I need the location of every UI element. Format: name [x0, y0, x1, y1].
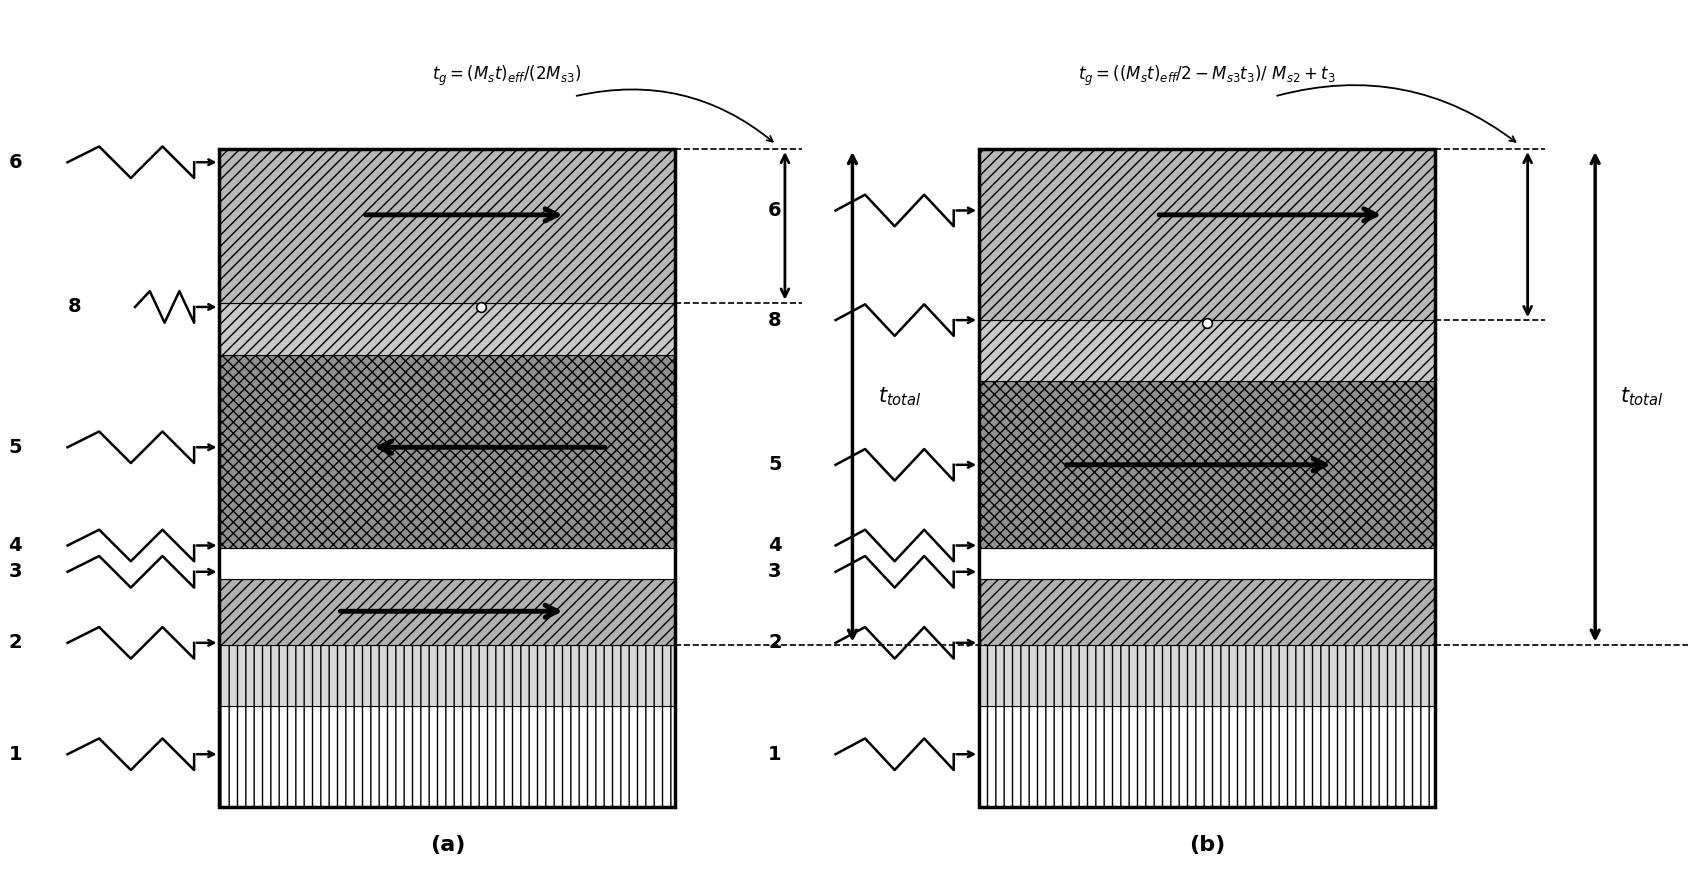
- Text: 5: 5: [8, 438, 22, 457]
- Text: (b): (b): [1188, 835, 1225, 855]
- Text: 6: 6: [768, 201, 782, 220]
- Text: 3: 3: [768, 562, 782, 581]
- Text: 5: 5: [768, 455, 782, 474]
- Text: 4: 4: [768, 536, 782, 555]
- Text: 1: 1: [8, 745, 22, 764]
- Text: 6: 6: [8, 153, 22, 172]
- Bar: [979, 579, 1435, 645]
- Bar: [219, 149, 675, 807]
- Text: 2: 2: [768, 633, 782, 652]
- Text: 1: 1: [768, 745, 782, 764]
- Text: 4: 4: [8, 536, 22, 555]
- Bar: [219, 645, 675, 706]
- Bar: [979, 149, 1435, 807]
- Text: 3: 3: [8, 562, 22, 581]
- Text: (a): (a): [430, 835, 464, 855]
- Text: 8: 8: [68, 297, 81, 317]
- Bar: [219, 579, 675, 645]
- Text: $t_g=(M_st)_{eff}/(2M_{s3})$: $t_g=(M_st)_{eff}/(2M_{s3})$: [432, 63, 581, 88]
- Bar: [979, 548, 1435, 579]
- Bar: [219, 149, 675, 303]
- Bar: [979, 706, 1435, 807]
- Bar: [979, 381, 1435, 548]
- Text: 8: 8: [768, 310, 782, 330]
- Bar: [979, 320, 1435, 381]
- Text: 2: 2: [8, 633, 22, 652]
- Bar: [219, 706, 675, 807]
- Bar: [219, 548, 675, 579]
- Bar: [219, 355, 675, 548]
- Bar: [219, 303, 675, 355]
- Bar: [979, 149, 1435, 320]
- Text: $t_g=((M_st)_{eff}/2-M_{s3}t_3)/\ M_{s2}+t_3$: $t_g=((M_st)_{eff}/2-M_{s3}t_3)/\ M_{s2}…: [1079, 63, 1335, 88]
- Bar: [979, 645, 1435, 706]
- Text: $t_{total}$: $t_{total}$: [878, 386, 922, 408]
- Text: $t_{total}$: $t_{total}$: [1620, 386, 1664, 408]
